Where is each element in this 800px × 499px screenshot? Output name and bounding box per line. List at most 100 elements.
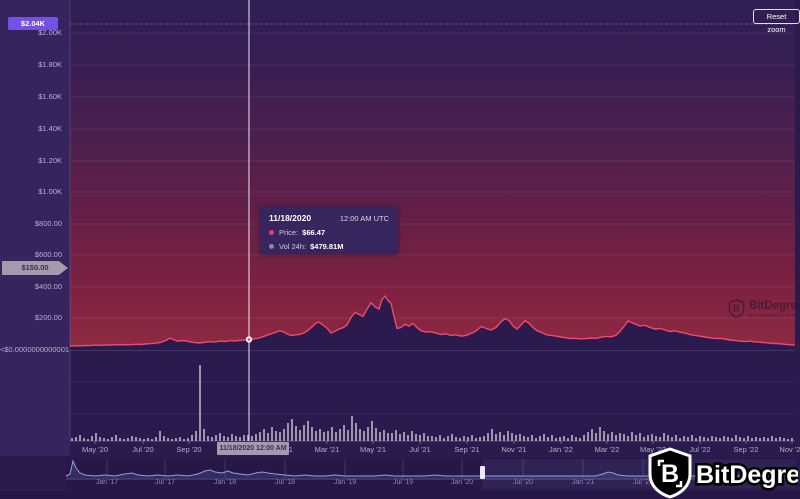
volume-bar bbox=[375, 428, 377, 441]
volume-bar bbox=[299, 430, 301, 441]
volume-bar bbox=[155, 437, 157, 441]
volume-bar bbox=[483, 436, 485, 441]
volume-bar bbox=[171, 439, 173, 441]
volume-bar bbox=[775, 438, 777, 441]
volume-bar bbox=[567, 438, 569, 441]
navigator-label: Jan '19 bbox=[333, 479, 357, 486]
volume-bar bbox=[263, 429, 265, 441]
volume-bar bbox=[363, 431, 365, 441]
volume-bar bbox=[415, 434, 417, 441]
volume-bar bbox=[499, 432, 501, 441]
crosshair-point-core bbox=[247, 338, 251, 341]
volume-bar bbox=[75, 437, 77, 441]
volume-bar bbox=[135, 437, 137, 441]
volume-bar bbox=[259, 432, 261, 441]
x-axis-label: Nov '21 bbox=[501, 445, 527, 454]
y-axis-label: $2.00K bbox=[38, 28, 62, 37]
svg-text:B: B bbox=[733, 304, 740, 314]
svg-text:B: B bbox=[661, 460, 679, 488]
volume-bar bbox=[691, 435, 693, 441]
all-time-high-badge: $2.04K bbox=[8, 17, 58, 30]
tooltip-date: 11/18/2020 bbox=[269, 213, 312, 223]
volume-bar bbox=[639, 433, 641, 441]
volume-bar bbox=[367, 427, 369, 441]
volume-bar bbox=[575, 437, 577, 441]
volume-bar bbox=[763, 437, 765, 441]
volume-bar bbox=[523, 436, 525, 441]
x-axis-label: May '21 bbox=[359, 445, 387, 454]
price-series-dot-icon bbox=[269, 230, 274, 235]
volume-bar bbox=[371, 421, 373, 441]
volume-bar bbox=[771, 436, 773, 441]
volume-bar bbox=[335, 432, 337, 441]
volume-bar bbox=[719, 438, 721, 441]
volume-bar bbox=[347, 430, 349, 441]
volume-bar bbox=[619, 433, 621, 441]
chart-plot-area[interactable] bbox=[70, 0, 795, 441]
volume-bar bbox=[355, 423, 357, 441]
volume-bar bbox=[555, 438, 557, 441]
price-line bbox=[69, 294, 796, 347]
volume-bar bbox=[395, 430, 397, 441]
navigator-label: Jul '17 bbox=[154, 479, 176, 486]
watermark-subtext: bitdegree.org bbox=[749, 312, 800, 318]
volume-bar bbox=[543, 434, 545, 441]
volume-bar bbox=[447, 436, 449, 441]
volume-bar bbox=[427, 436, 429, 441]
volume-bar bbox=[527, 437, 529, 441]
volume-bar bbox=[307, 421, 309, 441]
volume-bar bbox=[239, 437, 241, 441]
volume-bar bbox=[211, 437, 213, 441]
volume-bar bbox=[587, 432, 589, 441]
volume-bar bbox=[279, 432, 281, 441]
volume-bar bbox=[199, 365, 201, 441]
volume-bar bbox=[235, 436, 237, 441]
volume-bar bbox=[791, 438, 793, 441]
x-axis-label: Mar '21 bbox=[314, 445, 340, 454]
volume-bar bbox=[159, 431, 161, 441]
volume-bar bbox=[643, 437, 645, 441]
volume-bar bbox=[635, 435, 637, 441]
volume-bar bbox=[591, 429, 593, 441]
volume-bar bbox=[647, 435, 649, 441]
navigator-left-handle[interactable] bbox=[480, 466, 485, 479]
x-axis-label: Jul '20 bbox=[132, 445, 154, 454]
volume-bar bbox=[467, 437, 469, 441]
navigator-area bbox=[66, 461, 795, 478]
volume-bar bbox=[699, 436, 701, 441]
navigator-label: Jul '21 bbox=[632, 479, 654, 486]
volume-bar bbox=[167, 438, 169, 441]
volume-bar bbox=[139, 438, 141, 441]
volume-bar bbox=[755, 437, 757, 441]
volume-bar bbox=[91, 436, 93, 441]
volume-bar bbox=[327, 431, 329, 441]
y-axis-label: $1.60K bbox=[38, 92, 62, 101]
bottom-strip bbox=[0, 491, 800, 499]
volume-bar bbox=[227, 437, 229, 441]
x-axis-label: Sep '21 bbox=[454, 445, 480, 454]
x-axis-label: Sep '22 bbox=[733, 445, 759, 454]
navigator-label: Jul '20 bbox=[512, 479, 534, 486]
volume-bar bbox=[431, 436, 433, 441]
y-axis-label: <$0.0000000000001 bbox=[0, 345, 70, 354]
navigator-label: Jul '18 bbox=[274, 479, 296, 486]
volume-bar bbox=[583, 435, 585, 441]
volume-bar bbox=[479, 437, 481, 441]
volume-bar bbox=[515, 435, 517, 441]
volume-bar bbox=[343, 425, 345, 441]
volume-bar bbox=[275, 431, 277, 441]
volume-bar bbox=[147, 438, 149, 441]
volume-bar bbox=[339, 429, 341, 441]
y-axis-panel bbox=[0, 0, 70, 456]
volume-bar bbox=[215, 435, 217, 441]
y-axis-label: $1.40K bbox=[38, 124, 62, 133]
volume-bar bbox=[455, 437, 457, 441]
tooltip-vol-value: $479.81M bbox=[310, 242, 344, 251]
volume-bar bbox=[143, 439, 145, 441]
y-axis-label: $400.00 bbox=[34, 282, 62, 291]
volume-bar bbox=[571, 435, 573, 441]
hover-tooltip: 11/18/2020 12:00 AM UTC Price: $66.47 Vo… bbox=[260, 206, 398, 254]
volume-bar bbox=[751, 438, 753, 441]
volume-bar bbox=[563, 436, 565, 441]
